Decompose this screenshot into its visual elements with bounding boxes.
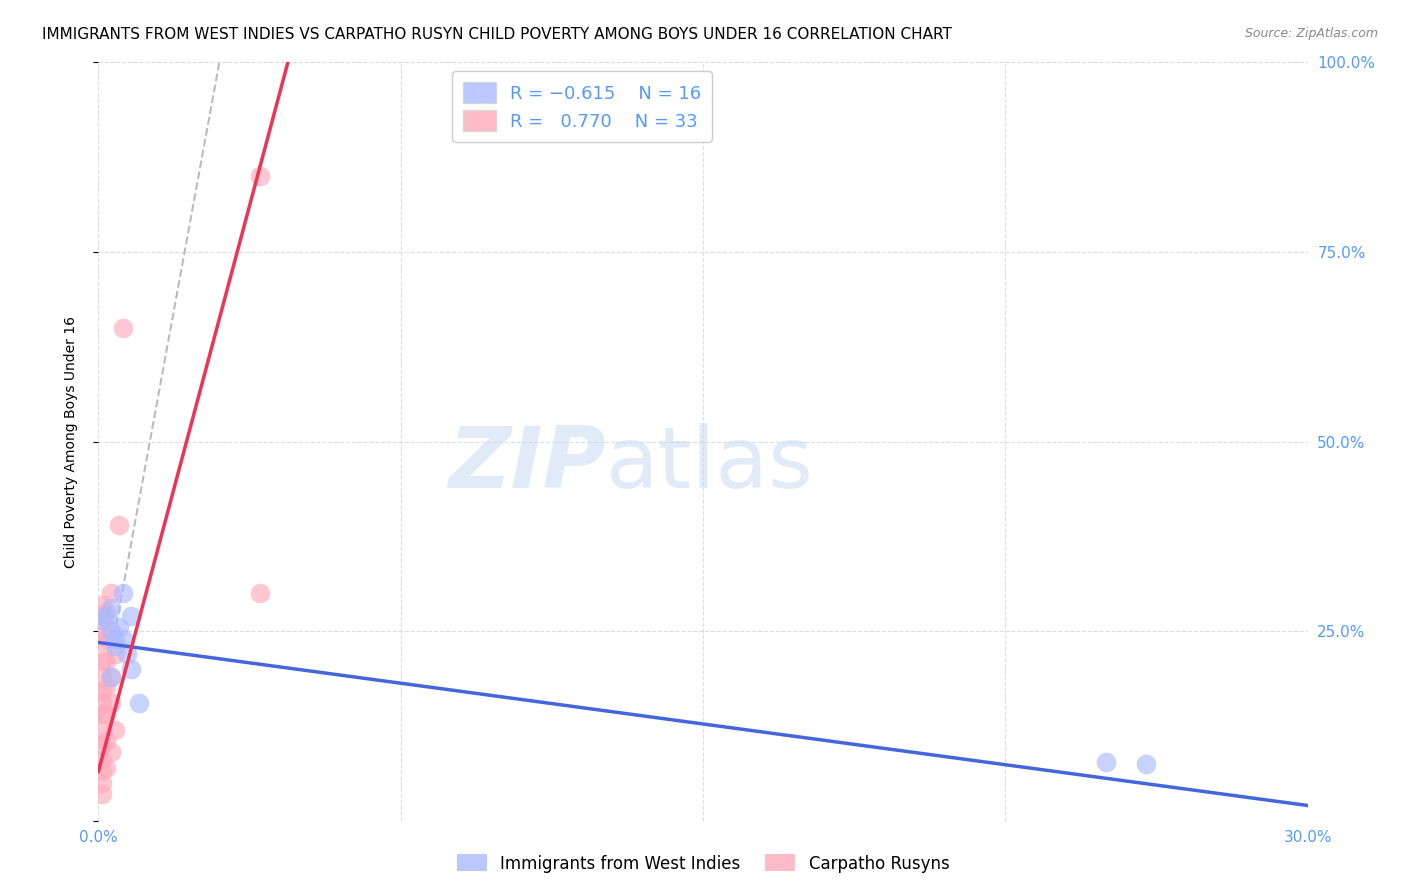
Legend: Immigrants from West Indies, Carpatho Rusyns: Immigrants from West Indies, Carpatho Ru… bbox=[450, 847, 956, 880]
Text: Source: ZipAtlas.com: Source: ZipAtlas.com bbox=[1244, 27, 1378, 40]
Point bbox=[100, 624, 122, 639]
Point bbox=[103, 647, 125, 661]
Point bbox=[96, 605, 118, 619]
Point bbox=[103, 723, 125, 737]
Point bbox=[91, 598, 114, 612]
Point bbox=[91, 685, 114, 699]
Point bbox=[128, 696, 150, 710]
Point bbox=[91, 669, 114, 683]
Point bbox=[120, 662, 142, 676]
Point bbox=[249, 169, 271, 184]
Point bbox=[91, 608, 114, 623]
Point bbox=[107, 620, 129, 634]
Point bbox=[96, 681, 118, 695]
Point bbox=[115, 647, 138, 661]
Point bbox=[91, 707, 114, 722]
Point bbox=[96, 655, 118, 669]
Point bbox=[111, 320, 134, 334]
Point bbox=[96, 632, 118, 646]
Point bbox=[91, 753, 114, 767]
Point bbox=[103, 639, 125, 653]
Point bbox=[91, 613, 114, 627]
Point bbox=[91, 723, 114, 737]
Point bbox=[100, 601, 122, 615]
Point bbox=[100, 669, 122, 683]
Point bbox=[111, 586, 134, 600]
Point bbox=[96, 760, 118, 774]
Point bbox=[1095, 755, 1118, 769]
Point bbox=[91, 635, 114, 649]
Point bbox=[91, 696, 114, 710]
Point bbox=[249, 586, 271, 600]
Point bbox=[96, 608, 118, 623]
Point bbox=[100, 696, 122, 710]
Point bbox=[100, 586, 122, 600]
Point bbox=[96, 734, 118, 748]
Point bbox=[100, 624, 122, 639]
Text: IMMIGRANTS FROM WEST INDIES VS CARPATHO RUSYN CHILD POVERTY AMONG BOYS UNDER 16 : IMMIGRANTS FROM WEST INDIES VS CARPATHO … bbox=[42, 27, 952, 42]
Point bbox=[111, 632, 134, 646]
Point bbox=[91, 624, 114, 639]
Point bbox=[91, 776, 114, 790]
Text: atlas: atlas bbox=[606, 423, 814, 506]
Point bbox=[100, 746, 122, 760]
Point bbox=[91, 787, 114, 801]
Point bbox=[91, 764, 114, 779]
Point bbox=[1135, 756, 1157, 771]
Point bbox=[103, 632, 125, 646]
Text: ZIP: ZIP bbox=[449, 423, 606, 506]
Point bbox=[120, 608, 142, 623]
Point bbox=[91, 655, 114, 669]
Point bbox=[107, 517, 129, 532]
Point bbox=[91, 738, 114, 752]
Point bbox=[96, 707, 118, 722]
Point bbox=[100, 669, 122, 683]
Legend: R = −0.615    N = 16, R =   0.770    N = 33: R = −0.615 N = 16, R = 0.770 N = 33 bbox=[453, 71, 711, 142]
Y-axis label: Child Poverty Among Boys Under 16: Child Poverty Among Boys Under 16 bbox=[63, 316, 77, 567]
